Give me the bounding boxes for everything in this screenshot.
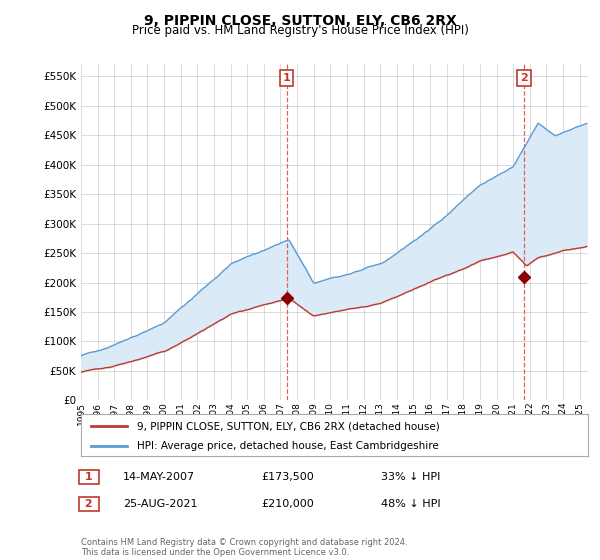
Text: 14-MAY-2007: 14-MAY-2007 — [123, 472, 195, 482]
Text: £210,000: £210,000 — [261, 499, 314, 509]
Text: 2: 2 — [520, 73, 528, 83]
Text: 25-AUG-2021: 25-AUG-2021 — [123, 499, 197, 509]
Text: £173,500: £173,500 — [261, 472, 314, 482]
Text: 9, PIPPIN CLOSE, SUTTON, ELY, CB6 2RX: 9, PIPPIN CLOSE, SUTTON, ELY, CB6 2RX — [143, 14, 457, 28]
Text: 9, PIPPIN CLOSE, SUTTON, ELY, CB6 2RX (detached house): 9, PIPPIN CLOSE, SUTTON, ELY, CB6 2RX (d… — [137, 421, 440, 431]
Text: HPI: Average price, detached house, East Cambridgeshire: HPI: Average price, detached house, East… — [137, 441, 439, 451]
Text: Price paid vs. HM Land Registry's House Price Index (HPI): Price paid vs. HM Land Registry's House … — [131, 24, 469, 36]
Text: 1: 1 — [283, 73, 290, 83]
Text: 2: 2 — [81, 499, 97, 509]
Text: 33% ↓ HPI: 33% ↓ HPI — [381, 472, 440, 482]
Text: 48% ↓ HPI: 48% ↓ HPI — [381, 499, 440, 509]
Text: 1: 1 — [81, 472, 97, 482]
Text: Contains HM Land Registry data © Crown copyright and database right 2024.
This d: Contains HM Land Registry data © Crown c… — [81, 538, 407, 557]
